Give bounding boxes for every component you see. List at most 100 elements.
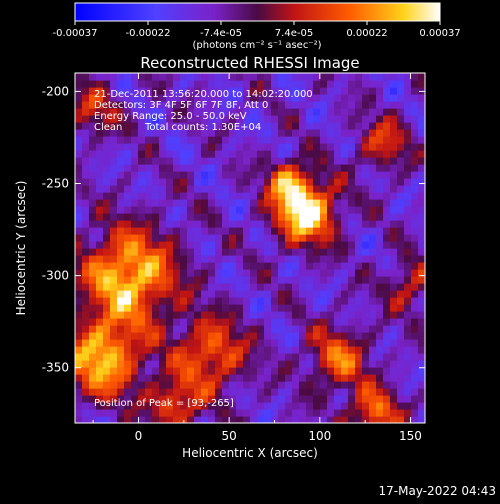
heatmap-cell [334,206,342,214]
heatmap-cell [362,248,370,256]
heatmap-cell [152,262,160,270]
heatmap-cell [187,115,195,123]
heatmap-cell [418,73,425,81]
heatmap-cell [320,87,328,95]
heatmap-cell [215,94,223,102]
heatmap-cell [82,115,90,123]
heatmap-cell [229,416,237,423]
heatmap-cell [103,416,111,423]
heatmap-cell [131,157,139,165]
heatmap-cell [369,129,377,137]
heatmap-cell [306,409,314,417]
heatmap-cell [355,94,363,102]
heatmap-cell [362,290,370,298]
heatmap-cell [362,395,370,403]
heatmap-cell [306,311,314,319]
heatmap-cell [243,143,251,151]
heatmap-cell [166,395,174,403]
heatmap-cell [194,339,202,347]
heatmap-cell [236,192,244,200]
colorbar-tick-label: -0.00037 [53,28,98,39]
heatmap-cell [271,178,279,186]
heatmap-cell [383,150,391,158]
heatmap-cell [390,213,398,221]
heatmap-cell [320,290,328,298]
heatmap-cell [75,80,83,88]
heatmap-cell [369,381,377,389]
heatmap-cell [201,318,209,326]
heatmap-cell [110,325,118,333]
heatmap-cell [159,318,167,326]
heatmap-cell [194,283,202,291]
heatmap-cell [208,248,216,256]
heatmap-cell [376,199,384,207]
heatmap-cell [215,122,223,130]
heatmap-cell [271,318,279,326]
heatmap-cell [355,178,363,186]
heatmap-cell [404,227,412,235]
heatmap-cell [299,339,307,347]
heatmap-cell [369,87,377,95]
heatmap-cell [222,388,230,396]
heatmap-cell [250,269,258,277]
heatmap-cell [159,339,167,347]
heatmap-cell [243,206,251,214]
heatmap-cell [362,297,370,305]
heatmap-cell [152,325,160,333]
heatmap-cell [404,220,412,228]
heatmap-cell [208,304,216,312]
heatmap-cell [96,304,104,312]
heatmap-cell [159,248,167,256]
heatmap-cell [124,325,132,333]
heatmap-cell [418,136,425,144]
heatmap-cell [187,374,195,382]
heatmap-cell [355,213,363,221]
heatmap-cell [264,220,272,228]
heatmap-cell [96,374,104,382]
heatmap-cell [362,178,370,186]
heatmap-cell [117,374,125,382]
heatmap-cell [82,122,90,130]
heatmap-cell [397,185,405,193]
colorbar-unit-label: (photons cm⁻² s⁻¹ asec⁻²) [192,40,321,51]
heatmap-cell [257,290,265,298]
heatmap-cell [124,192,132,200]
heatmap-cell [313,206,321,214]
annotation-energy: Energy Range: 25.0 - 50.0 keV [94,111,247,122]
heatmap-cell [82,353,90,361]
heatmap-cell [306,276,314,284]
heatmap-cell [383,367,391,375]
heatmap-cell [201,332,209,340]
heatmap-cell [355,395,363,403]
heatmap-cell [299,241,307,249]
heatmap-cell [117,94,125,102]
heatmap-cell [292,220,300,228]
heatmap-cell [96,101,104,109]
heatmap-cell [299,318,307,326]
heatmap-cell [103,178,111,186]
heatmap-cell [327,402,335,410]
heatmap-cell [341,367,349,375]
heatmap-cell [292,311,300,319]
heatmap-cell [117,276,125,284]
heatmap-cell [222,339,230,347]
heatmap-cell [208,346,216,354]
heatmap-cell [404,171,412,179]
heatmap-cell [376,94,384,102]
heatmap-cell [411,206,419,214]
heatmap-cell [348,199,356,207]
heatmap-cell [383,255,391,263]
heatmap-cell [285,360,293,368]
heatmap-cell [138,171,146,179]
heatmap-cell [173,248,181,256]
heatmap-cell [201,164,209,172]
heatmap-cell [383,325,391,333]
heatmap-cell [348,395,356,403]
heatmap-cell [243,164,251,172]
heatmap-cell [264,87,272,95]
heatmap-cell [334,346,342,354]
heatmap-cell [124,360,132,368]
heatmap-cell [166,276,174,284]
heatmap-cell [145,283,153,291]
heatmap-cell [383,101,391,109]
